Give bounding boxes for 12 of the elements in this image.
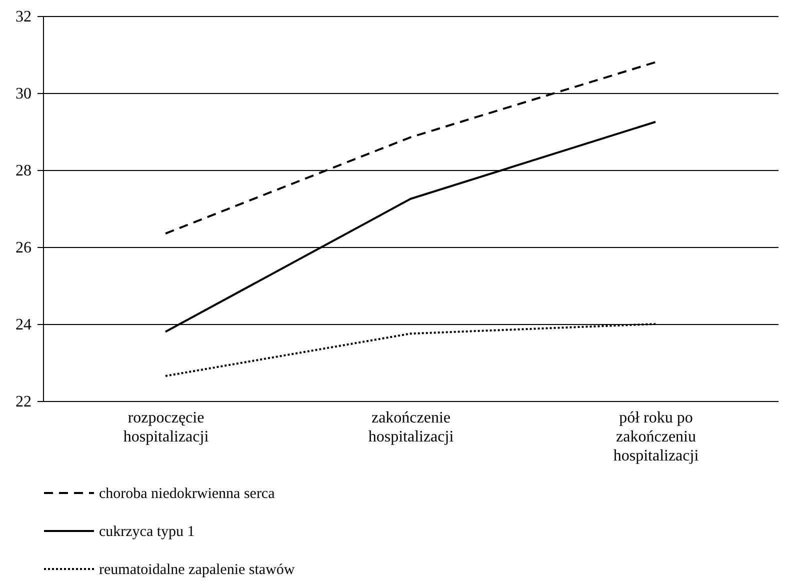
y-tick-label: 26: [16, 240, 32, 256]
y-tick-label: 22: [16, 394, 32, 410]
legend-label: cukrzyca typu 1: [99, 524, 195, 540]
x-tick-label: zakończenie hospitalizacji: [368, 410, 454, 446]
legend-label: reumatoidalne zapalenie stawów: [99, 562, 295, 578]
y-tick-label: 30: [16, 86, 32, 102]
legend-label: choroba niedokrwienna serca: [99, 486, 276, 502]
x-tick-label: rozpoczęcie hospitalizacji: [123, 410, 210, 446]
y-tick-label: 32: [16, 8, 32, 26]
x-tick-label: pół roku po zakończeniu hospitalizacji: [613, 410, 700, 464]
y-tick-label: 28: [16, 162, 32, 180]
y-tick-label: 24: [16, 316, 32, 334]
